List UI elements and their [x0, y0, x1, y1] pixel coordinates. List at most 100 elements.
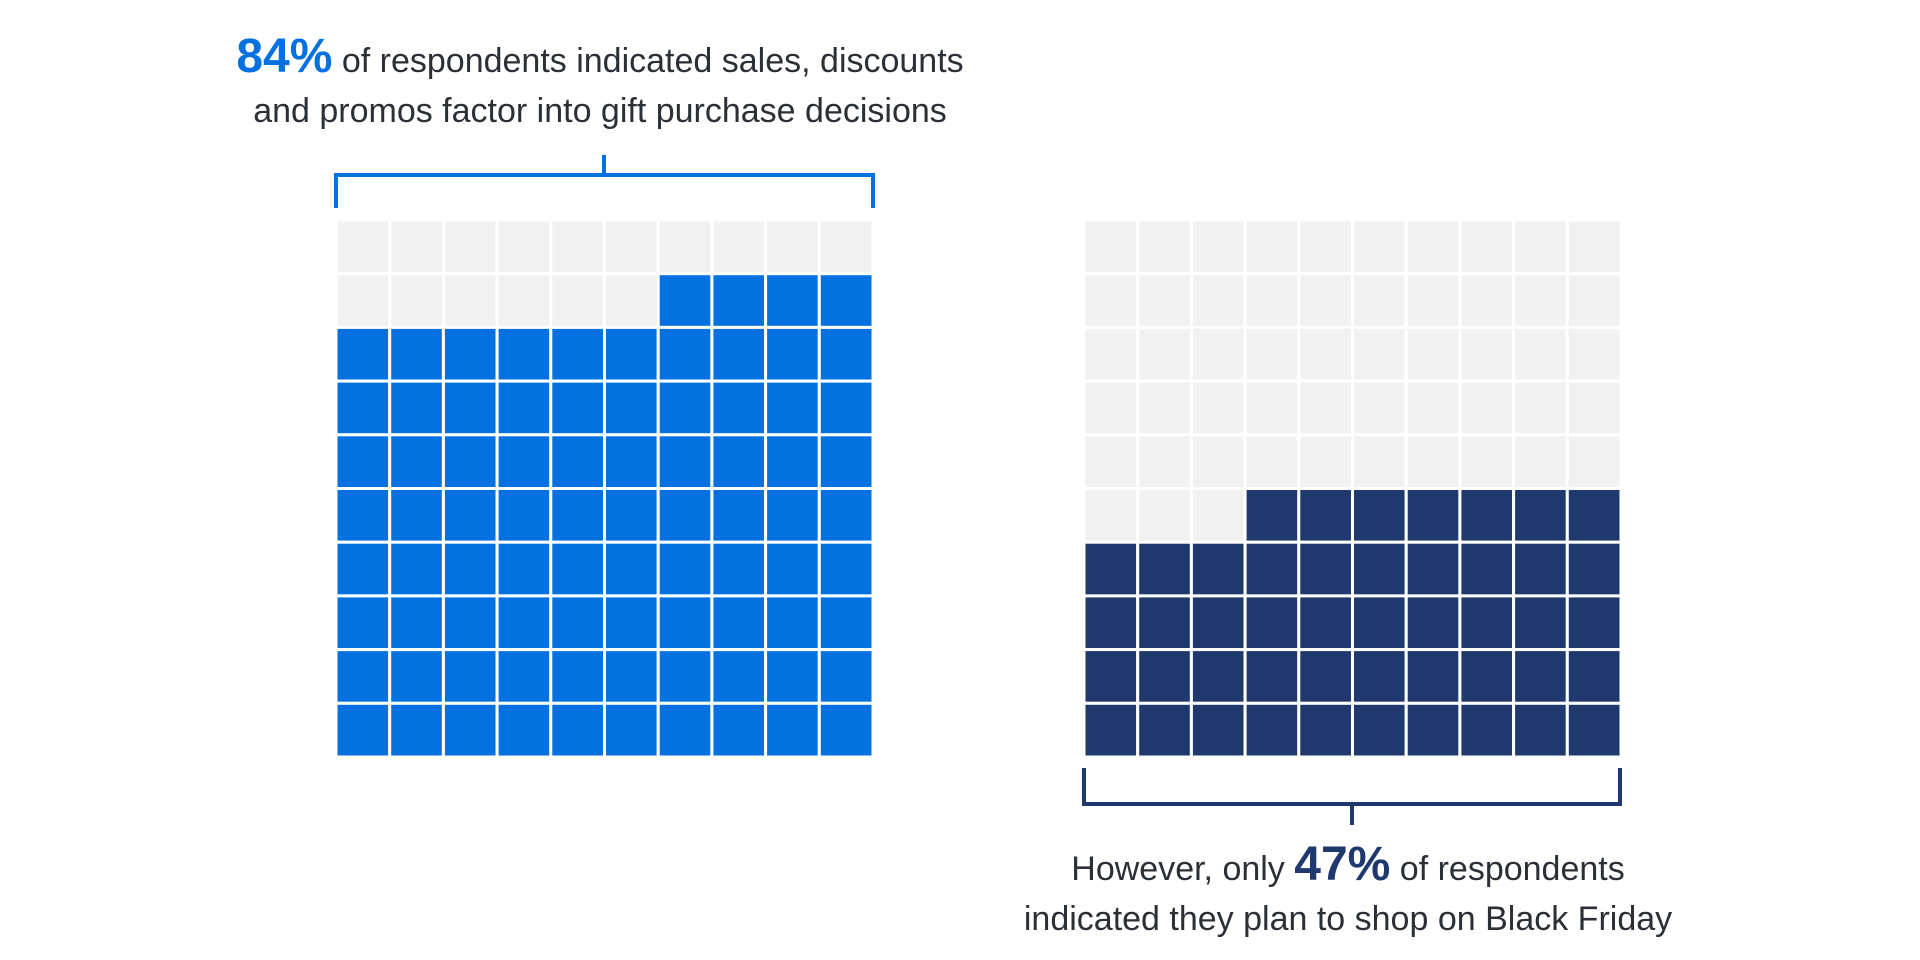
waffle-cell-filled: [388, 487, 445, 544]
caption-left-line2: and promos factor into gift purchase dec…: [253, 92, 947, 130]
waffle-cell-empty: [1404, 325, 1462, 383]
waffle-cell-empty: [1189, 218, 1247, 276]
waffle-cell-filled: [710, 272, 768, 329]
waffle-cell-filled: [388, 540, 445, 598]
waffle-cell-filled: [388, 325, 445, 383]
waffle-cell-filled: [817, 325, 875, 383]
waffle-cell-filled: [1458, 487, 1516, 544]
waffle-left: [334, 218, 875, 759]
waffle-cell-filled: [656, 433, 714, 490]
waffle-cell-filled: [656, 540, 714, 598]
waffle-cell-filled: [388, 433, 445, 490]
waffle-cell-empty: [1565, 325, 1623, 383]
waffle-cell-empty: [1082, 218, 1140, 276]
caption-right-line1: However, only 47% of respondents: [948, 840, 1748, 894]
waffle-cell-empty: [1458, 433, 1516, 490]
waffle-cell-empty: [1404, 218, 1462, 276]
waffle-cell-filled: [549, 487, 606, 544]
waffle-cell-filled: [1189, 594, 1247, 652]
waffle-cell-filled: [817, 379, 875, 437]
caption-left-line1: 84% of respondents indicated sales, disc…: [200, 32, 1000, 86]
waffle-cell-empty: [549, 272, 606, 329]
waffle-cell-filled: [441, 379, 499, 437]
waffle-cell-empty: [1082, 379, 1140, 437]
waffle-cell-empty: [1243, 379, 1301, 437]
waffle-cell-empty: [1136, 433, 1193, 490]
waffle-cell-filled: [1458, 648, 1516, 705]
waffle-cell-filled: [764, 648, 821, 705]
waffle-cell-empty: [1297, 218, 1355, 276]
waffle-cell-empty: [1351, 433, 1408, 490]
waffle-cell-filled: [495, 594, 553, 652]
waffle-cell-filled: [1243, 540, 1301, 598]
waffle-cell-filled: [1082, 540, 1140, 598]
waffle-cell-filled: [1082, 701, 1140, 759]
waffle-cell-filled: [817, 433, 875, 490]
waffle-cell-filled: [710, 325, 768, 383]
waffle-cell-filled: [1404, 487, 1462, 544]
waffle-cell-empty: [1297, 379, 1355, 437]
waffle-cell-filled: [495, 701, 553, 759]
waffle-cell-filled: [603, 433, 660, 490]
waffle-cell-filled: [388, 701, 445, 759]
waffle-cell-filled: [817, 540, 875, 598]
waffle-cell-filled: [1189, 540, 1247, 598]
waffle-cell-filled: [549, 540, 606, 598]
waffle-cell-empty: [1512, 272, 1569, 329]
waffle-cell-filled: [441, 325, 499, 383]
waffle-cell-empty: [1565, 218, 1623, 276]
waffle-cell-empty: [1565, 433, 1623, 490]
waffle-cell-empty: [388, 218, 445, 276]
waffle-cell-empty: [1512, 218, 1569, 276]
waffle-cell-empty: [1189, 487, 1247, 544]
waffle-cell-filled: [334, 379, 392, 437]
waffle-cell-filled: [441, 701, 499, 759]
waffle-cell-filled: [817, 487, 875, 544]
waffle-cell-empty: [656, 218, 714, 276]
waffle-cell-filled: [656, 487, 714, 544]
waffle-cell-empty: [1136, 325, 1193, 383]
waffle-cell-filled: [1351, 701, 1408, 759]
waffle-cell-filled: [495, 648, 553, 705]
waffle-cell-filled: [1082, 594, 1140, 652]
bracket-right: [1082, 768, 1622, 825]
caption-right-line1-post: of respondents: [1390, 850, 1625, 888]
waffle-cell-empty: [549, 218, 606, 276]
waffle-cell-filled: [1512, 701, 1569, 759]
waffle-cell-empty: [1565, 379, 1623, 437]
waffle-cell-empty: [1351, 379, 1408, 437]
waffle-cell-filled: [549, 648, 606, 705]
waffle-cell-filled: [441, 487, 499, 544]
waffle-cell-filled: [1512, 648, 1569, 705]
waffle-cell-filled: [388, 379, 445, 437]
waffle-cell-filled: [549, 594, 606, 652]
waffle-cell-filled: [549, 325, 606, 383]
waffle-cell-filled: [334, 594, 392, 652]
waffle-cell-empty: [1243, 433, 1301, 490]
waffle-cell-filled: [1297, 701, 1355, 759]
waffle-cell-filled: [710, 433, 768, 490]
waffle-cell-empty: [1351, 325, 1408, 383]
waffle-cell-filled: [1351, 540, 1408, 598]
waffle-cell-filled: [603, 379, 660, 437]
waffle-cell-filled: [1297, 648, 1355, 705]
waffle-cell-filled: [603, 487, 660, 544]
waffle-cell-filled: [817, 648, 875, 705]
waffle-cell-empty: [764, 218, 821, 276]
waffle-cell-filled: [334, 540, 392, 598]
waffle-cell-filled: [1351, 648, 1408, 705]
waffle-cell-empty: [1136, 218, 1193, 276]
waffle-cell-empty: [1458, 218, 1516, 276]
waffle-cell-empty: [603, 272, 660, 329]
waffle-cell-filled: [441, 594, 499, 652]
waffle-cell-filled: [1565, 594, 1623, 652]
caption-right-line1-pre: However, only: [1071, 850, 1295, 888]
waffle-cell-empty: [1297, 325, 1355, 383]
waffle-cell-empty: [441, 218, 499, 276]
waffle-cell-filled: [495, 487, 553, 544]
waffle-cell-filled: [1458, 701, 1516, 759]
waffle-cell-filled: [1458, 540, 1516, 598]
waffle-cell-empty: [1082, 433, 1140, 490]
waffle-cell-filled: [334, 487, 392, 544]
